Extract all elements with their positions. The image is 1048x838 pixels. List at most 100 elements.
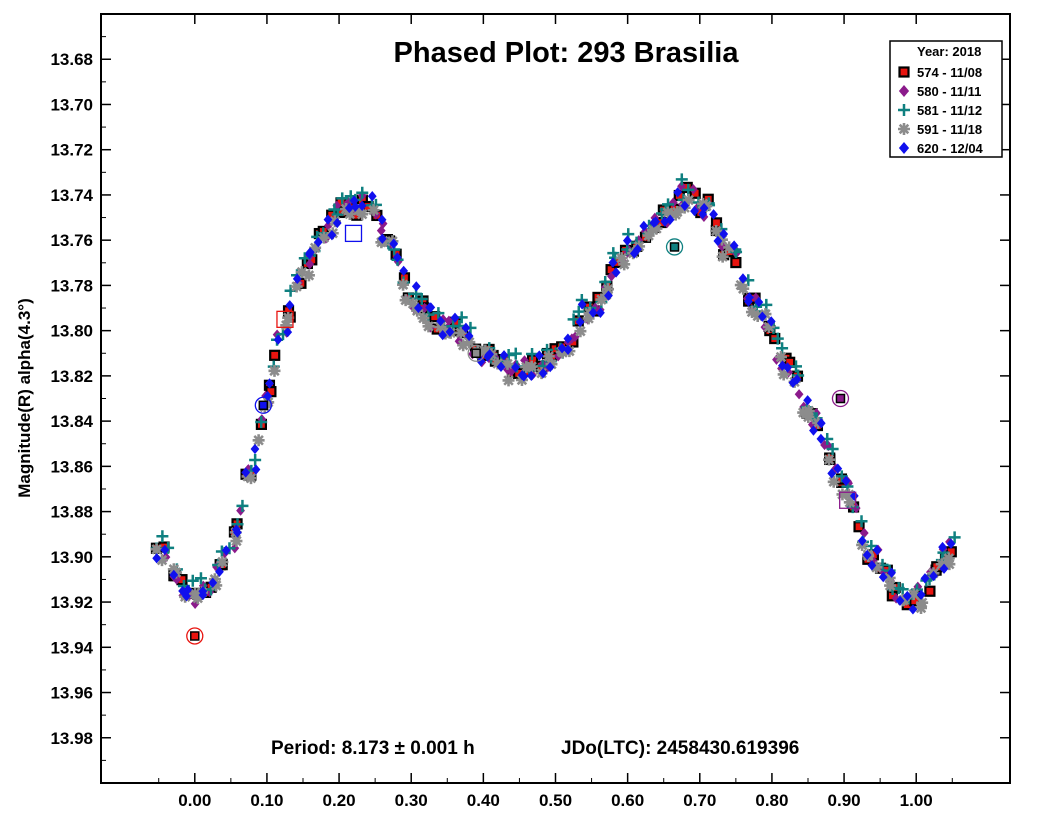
- data-point: [596, 307, 605, 318]
- data-point: [867, 560, 877, 571]
- data-point: [682, 183, 695, 196]
- y-tick-label: 13.72: [50, 141, 93, 160]
- legend-title: Year: 2018: [917, 44, 981, 59]
- data-point: [208, 577, 218, 588]
- data-point: [317, 231, 330, 244]
- data-point: [520, 355, 529, 366]
- data-point: [797, 406, 810, 419]
- data-point: [282, 311, 295, 324]
- data-point: [389, 238, 399, 249]
- legend-marker: [898, 123, 910, 135]
- data-point: [233, 527, 242, 538]
- data-point: [622, 235, 632, 246]
- data-point: [356, 208, 369, 221]
- highlight-circle: [186, 627, 204, 645]
- data-point: [169, 569, 179, 581]
- data-point: [794, 389, 804, 400]
- data-point: [639, 220, 649, 232]
- data-point: [216, 555, 229, 568]
- x-tick-label: 0.60: [611, 791, 644, 810]
- data-point: [283, 326, 293, 338]
- data-point: [545, 361, 555, 373]
- y-tick-label: 13.82: [50, 367, 93, 386]
- data-point: [862, 549, 872, 561]
- data-point: [757, 311, 767, 322]
- data-point: [191, 592, 204, 605]
- y-tick-label: 13.84: [50, 412, 93, 431]
- highlight-core: [258, 400, 269, 411]
- data-point: [859, 527, 869, 539]
- data-point: [426, 302, 436, 313]
- data-point: [713, 235, 723, 247]
- data-point: [642, 229, 655, 242]
- highlight-circle: [831, 389, 850, 408]
- data-point: [230, 535, 243, 548]
- jdo-text: JDo(LTC): 2458430.619396: [561, 738, 799, 759]
- data-point: [567, 313, 580, 326]
- data-point: [802, 410, 815, 423]
- highlight-core: [835, 393, 846, 404]
- data-point: [263, 390, 273, 402]
- x-tick-label: 0.80: [755, 791, 788, 810]
- data-point: [251, 464, 261, 475]
- data-point: [615, 252, 628, 265]
- data-point: [305, 258, 315, 270]
- data-point: [673, 187, 683, 198]
- data-point: [729, 240, 739, 251]
- data-point: [273, 334, 283, 345]
- data-point: [269, 349, 281, 361]
- data-point: [908, 604, 918, 615]
- data-point: [884, 579, 897, 592]
- data-point: [665, 214, 675, 225]
- data-point: [160, 544, 170, 556]
- data-point: [588, 307, 598, 318]
- data-point: [344, 202, 354, 214]
- data-point: [349, 195, 359, 206]
- data-point: [422, 320, 435, 333]
- data-point: [575, 316, 585, 328]
- data-point: [265, 378, 274, 389]
- data-point: [367, 204, 380, 217]
- y-tick-label: 13.88: [50, 503, 93, 522]
- data-point: [822, 453, 835, 466]
- data-point: [255, 415, 268, 428]
- data-point: [323, 214, 333, 225]
- data-point: [595, 293, 608, 306]
- data-point: [675, 173, 688, 186]
- data-point: [292, 273, 302, 284]
- y-tick-label: 13.90: [50, 548, 93, 567]
- data-point: [809, 425, 818, 436]
- data-point: [526, 370, 536, 382]
- data-point: [920, 573, 930, 584]
- x-tick-label: 0.90: [828, 791, 861, 810]
- legend-marker: [898, 66, 910, 78]
- legend-box: [889, 40, 1003, 158]
- data-point: [680, 200, 690, 211]
- x-tick-label: 0.30: [395, 791, 428, 810]
- data-point: [766, 316, 776, 327]
- highlight-core: [471, 348, 481, 359]
- data-point: [849, 490, 859, 502]
- data-point: [710, 224, 723, 237]
- data-point: [855, 515, 868, 528]
- data-point: [444, 315, 454, 326]
- data-point: [870, 561, 883, 574]
- data-point: [719, 228, 729, 240]
- data-point: [895, 595, 905, 606]
- data-point: [816, 418, 826, 429]
- data-point: [938, 541, 947, 553]
- data-point: [771, 332, 784, 345]
- data-point: [538, 368, 548, 379]
- data-point: [671, 205, 684, 218]
- data-point: [618, 258, 631, 271]
- data-point: [302, 269, 315, 282]
- data-point: [519, 371, 529, 382]
- data-point: [723, 241, 736, 254]
- data-point: [762, 321, 775, 334]
- legend-marker: [898, 85, 910, 97]
- data-point: [745, 306, 758, 319]
- data-point: [789, 360, 802, 373]
- data-point: [501, 357, 514, 370]
- data-point: [249, 454, 262, 467]
